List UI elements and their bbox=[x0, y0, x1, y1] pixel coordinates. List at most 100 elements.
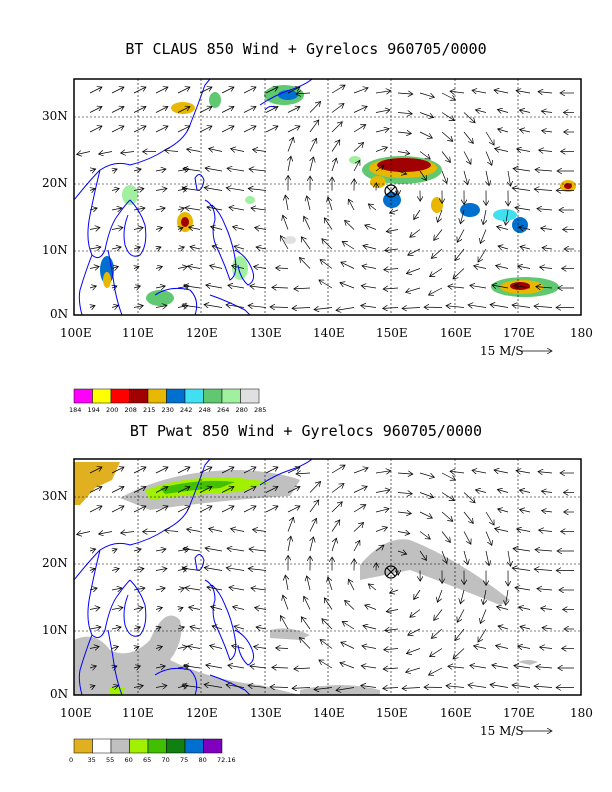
wind-vector bbox=[512, 188, 531, 191]
wind-vector bbox=[419, 151, 430, 160]
wind-vector bbox=[133, 467, 146, 474]
wind-vector bbox=[498, 129, 509, 132]
wind-vector bbox=[446, 686, 465, 688]
wind-vector bbox=[353, 160, 360, 172]
wind-vector bbox=[133, 208, 145, 210]
panel2-lat-label: 0N bbox=[50, 687, 69, 701]
wind-vector bbox=[294, 288, 311, 289]
wind-vector bbox=[265, 126, 278, 133]
wind-vector bbox=[111, 487, 124, 493]
colorbar-label: 60 bbox=[124, 756, 133, 764]
wind-vector bbox=[89, 286, 96, 288]
wind-vector bbox=[324, 218, 333, 230]
wind-vector bbox=[390, 210, 399, 213]
wind-vector bbox=[283, 215, 289, 230]
wind-vector bbox=[199, 126, 212, 133]
wind-vector bbox=[77, 532, 91, 535]
wind-vector bbox=[485, 511, 494, 525]
wind-vector bbox=[177, 647, 187, 649]
wind-vector bbox=[353, 523, 364, 532]
wind-vector bbox=[508, 550, 511, 566]
wind-vector bbox=[450, 471, 465, 473]
wind-vector bbox=[111, 189, 119, 191]
colorbar-swatch bbox=[92, 738, 112, 754]
wind-vector bbox=[165, 150, 179, 151]
colorbar-label: 80 bbox=[198, 756, 207, 764]
wind-vector bbox=[283, 595, 289, 610]
panel2-title: BT Pwat 850 Wind + Gyrelocs 960705/0000 bbox=[129, 422, 483, 440]
wind-vector bbox=[441, 112, 454, 121]
wind-vector bbox=[133, 666, 140, 668]
wind-vector bbox=[276, 268, 289, 269]
wind-vector bbox=[133, 627, 140, 629]
wind-vector bbox=[319, 280, 333, 289]
wind-vector bbox=[490, 685, 509, 688]
wind-vector bbox=[331, 484, 344, 493]
panel2-frame bbox=[73, 458, 582, 696]
wind-vector bbox=[276, 648, 289, 649]
wind-vector bbox=[353, 468, 368, 474]
wind-vector bbox=[133, 306, 143, 308]
wind-vector bbox=[375, 147, 387, 152]
wind-vector bbox=[486, 170, 489, 186]
wind-vector bbox=[133, 487, 146, 493]
wind-vector bbox=[270, 307, 289, 308]
wind-vector bbox=[470, 665, 487, 668]
wind-vector bbox=[155, 647, 162, 649]
wind-vector bbox=[320, 640, 333, 649]
panel1-frame bbox=[73, 78, 582, 316]
wind-vector bbox=[233, 607, 245, 610]
wind-vector bbox=[249, 549, 267, 551]
wind-vector bbox=[534, 189, 553, 190]
wind-vector bbox=[375, 91, 391, 93]
wind-vector bbox=[204, 685, 223, 688]
wind-vector bbox=[255, 228, 267, 230]
wind-vector bbox=[111, 126, 124, 133]
wind-vector bbox=[287, 137, 294, 152]
wind-vector bbox=[446, 306, 465, 308]
wind-vector bbox=[397, 171, 407, 174]
panel2-colorbar bbox=[73, 738, 223, 754]
wind-vector bbox=[188, 266, 201, 268]
wind-vector bbox=[520, 247, 531, 250]
wind-vector bbox=[455, 248, 465, 261]
wind-vector bbox=[210, 266, 223, 269]
colorbar-label: 72.16 bbox=[217, 756, 236, 764]
wind-vector bbox=[265, 487, 278, 493]
wind-vector bbox=[375, 545, 384, 552]
wind-vector bbox=[89, 169, 96, 171]
wind-vector bbox=[342, 622, 355, 630]
wind-vector bbox=[270, 687, 289, 688]
panel2-lat-label: 20N bbox=[42, 556, 68, 570]
wind-vector bbox=[287, 107, 300, 113]
wind-vector bbox=[288, 536, 291, 552]
panel1-lon-label: 120E bbox=[186, 326, 218, 340]
wind-vector bbox=[431, 248, 443, 258]
wind-vector bbox=[111, 87, 124, 94]
wind-vector bbox=[497, 110, 509, 113]
wind-vector bbox=[441, 92, 456, 100]
wind-vector bbox=[419, 550, 427, 561]
wind-vector bbox=[212, 626, 223, 629]
wind-vector bbox=[227, 548, 245, 551]
wind-vector bbox=[322, 619, 333, 630]
wind-vector bbox=[206, 665, 223, 668]
wind-vector bbox=[251, 588, 267, 590]
wind-vector bbox=[414, 209, 421, 220]
wind-vector bbox=[365, 605, 377, 610]
wind-vector bbox=[184, 286, 201, 288]
wind-vector bbox=[89, 208, 97, 210]
wind-vector bbox=[513, 169, 531, 172]
wind-vector bbox=[133, 549, 141, 551]
wind-vector bbox=[542, 131, 553, 132]
wind-vector bbox=[134, 267, 139, 269]
wind-vector bbox=[464, 170, 468, 185]
wind-vector bbox=[155, 549, 166, 551]
wind-vector bbox=[419, 511, 432, 518]
wind-vector bbox=[256, 627, 267, 629]
wind-vector bbox=[155, 228, 162, 230]
wind-vector bbox=[375, 110, 390, 113]
colorbar-swatch bbox=[203, 388, 223, 404]
wind-vector bbox=[397, 93, 413, 94]
